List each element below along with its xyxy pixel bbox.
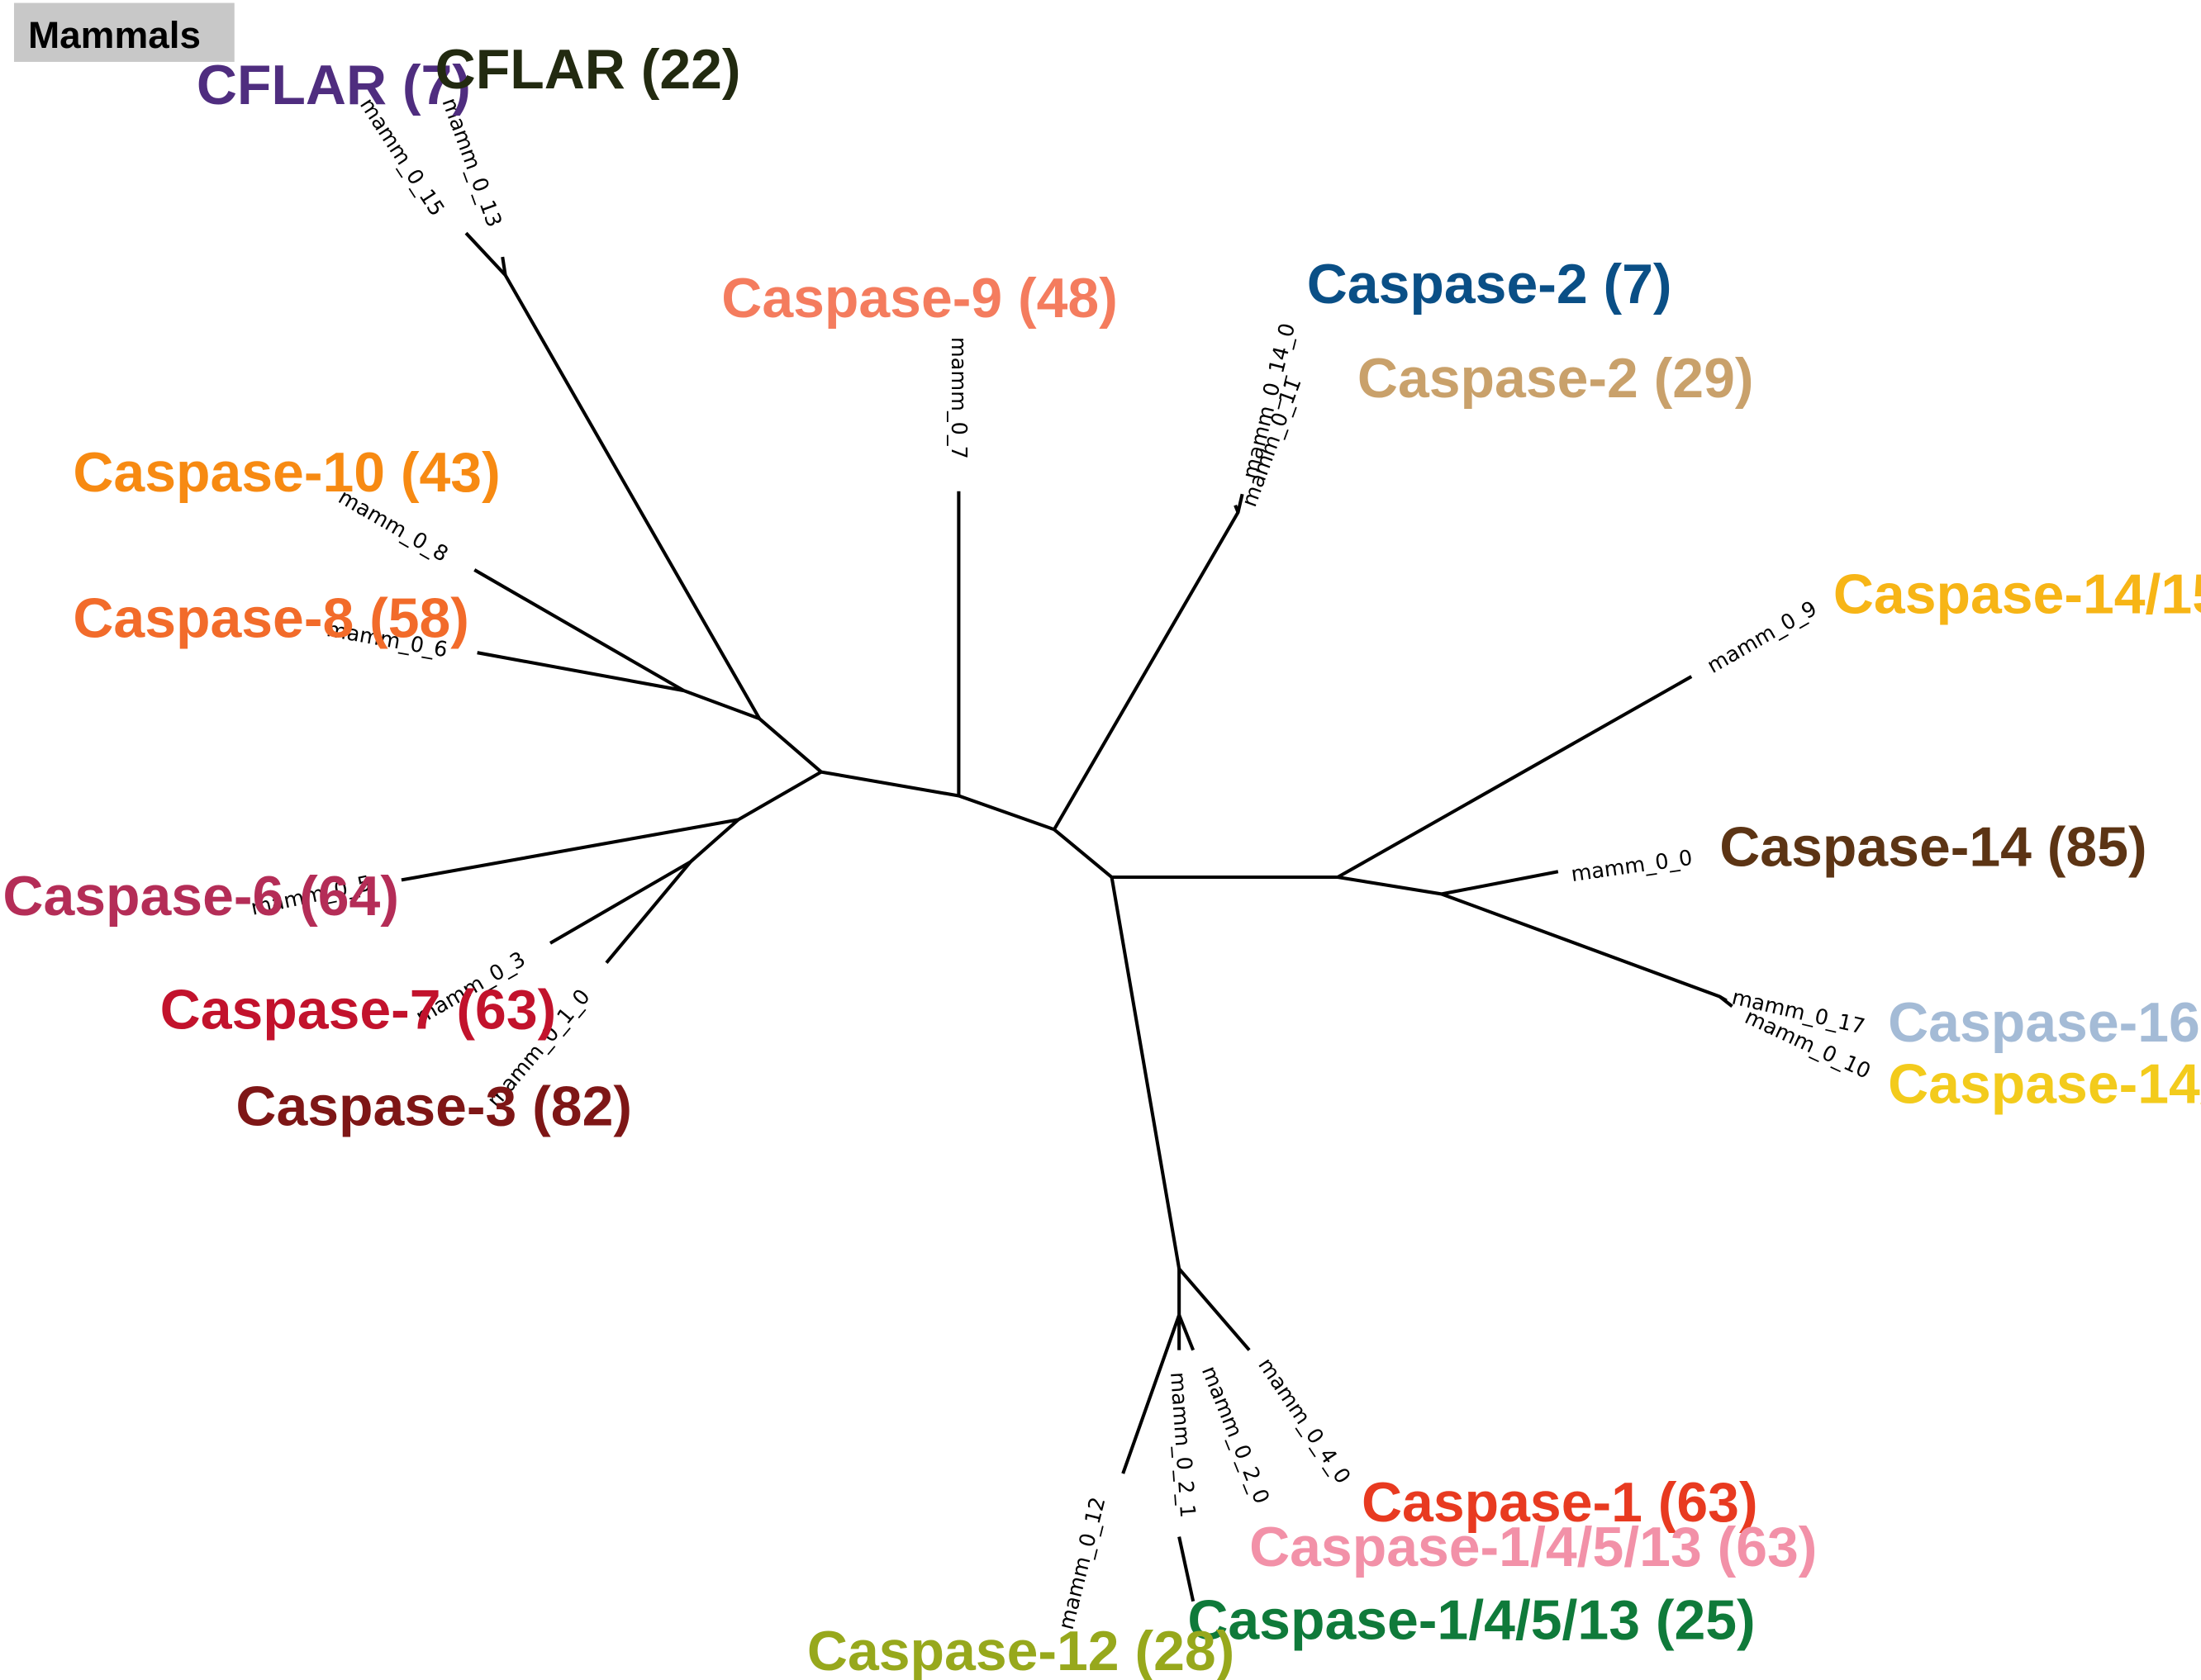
clade-label-caspase-2-b: Caspase-2 (29) xyxy=(1357,347,1754,410)
branch xyxy=(820,770,1113,879)
clade-label-caspase-10: Caspase-10 (43) xyxy=(73,441,500,504)
node-label: mamm_0_7 xyxy=(946,337,971,459)
node-label: mamm_0_0 xyxy=(1570,846,1695,887)
clade-label-caspase-16: Caspase-16 (7) xyxy=(1888,991,2201,1054)
branch xyxy=(737,770,822,822)
branch xyxy=(758,717,823,774)
branch xyxy=(1337,870,1559,896)
clade-label-caspase-1-4-5-13-a: Caspase-1/4/5/13 (63) xyxy=(1249,1516,1817,1578)
branch xyxy=(605,861,692,964)
branch xyxy=(464,231,507,277)
clade-label-caspase-14: Caspase-14 (85) xyxy=(1719,815,2146,878)
clade-label-caspase-12: Caspase-12 (28) xyxy=(807,1620,1234,1680)
branch xyxy=(401,818,739,882)
clade-label-caspase-3: Caspase-3 (82) xyxy=(235,1075,632,1138)
branch xyxy=(503,274,761,720)
clade-label-caspase-9: Caspase-9 (48) xyxy=(721,267,1118,330)
clade-label-caspase-2-a: Caspase-2 (7) xyxy=(1307,253,1672,316)
branch xyxy=(1177,1314,1196,1351)
clade-label-caspase-7: Caspase-7 (63) xyxy=(160,979,557,1042)
node-label: mamm_0_2_1 xyxy=(1165,1371,1200,1519)
branch xyxy=(1718,994,1733,1008)
branch xyxy=(1441,892,1728,1003)
clade-label-caspase-6: Caspase-6 (64) xyxy=(2,865,399,928)
node-label: mamm_0_12 xyxy=(1054,1495,1111,1633)
tree-title: Mammals xyxy=(28,13,201,56)
node-label: mamm_0_4_0 xyxy=(1253,1354,1355,1488)
branch xyxy=(477,651,684,693)
clade-label-caspase-1: Caspase-1 (63) xyxy=(1362,1471,1758,1534)
title-box xyxy=(13,2,235,62)
clade-label-caspase-8: Caspase-8 (58) xyxy=(73,586,469,649)
clade-label-cflar-7: CFLAR (7) xyxy=(197,54,471,116)
clade-label-caspase-14-16: Caspase-14/16 (34) xyxy=(1888,1053,2201,1116)
clade-labels: CFLAR (7) CFLAR (22) Caspase-9 (48) Casp… xyxy=(2,38,2201,1680)
branch xyxy=(1053,493,1244,831)
node-label: mamm_0_9 xyxy=(1703,596,1821,679)
tree-branches xyxy=(401,231,1733,1602)
branch xyxy=(1234,505,1240,514)
branch xyxy=(1177,1536,1196,1602)
branch xyxy=(501,256,507,276)
clade-label-caspase-1-4-5-13-b: Caspase-1/4/5/13 (25) xyxy=(1187,1589,1755,1652)
clade-label-caspase-14-15: Caspase-14/15 (39) xyxy=(1833,563,2201,626)
branch xyxy=(1111,675,1693,880)
node-label: mamm_0_2_0 xyxy=(1196,1363,1274,1507)
clade-label-cflar-22: CFLAR (22) xyxy=(435,38,741,101)
branch xyxy=(1110,876,1251,1351)
